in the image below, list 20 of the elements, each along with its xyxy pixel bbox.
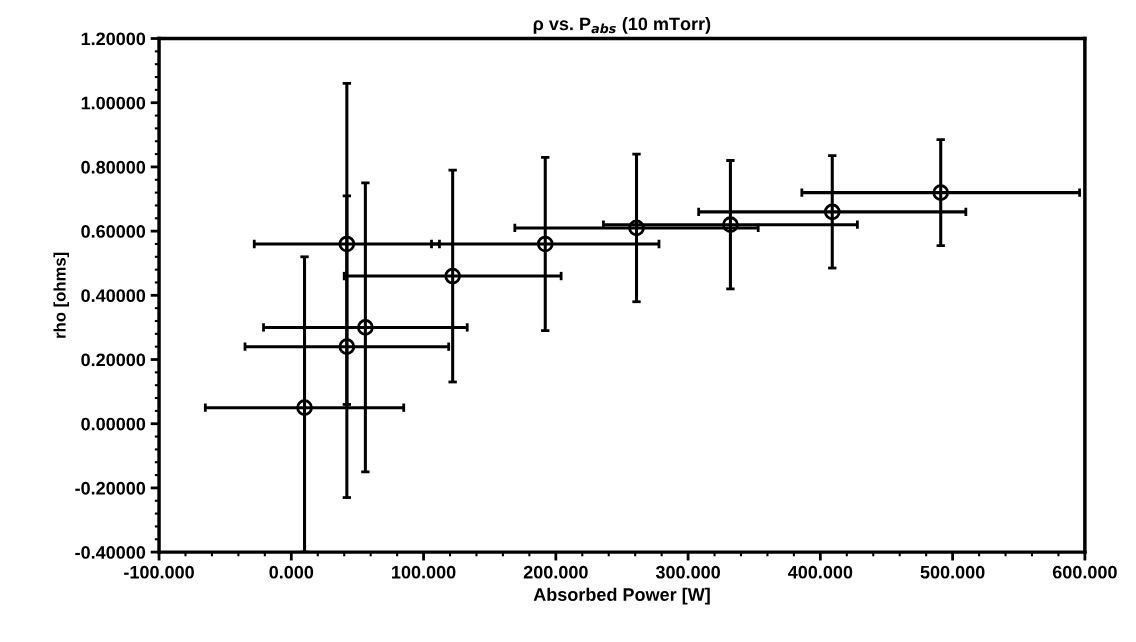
x-tick-label: 100.000 xyxy=(392,565,456,579)
x-tick-label: -100.000 xyxy=(124,565,194,579)
x-tick-label: 600.000 xyxy=(1052,565,1117,579)
x-tick-label: 300.000 xyxy=(655,565,720,579)
y-tick-label: 1.00000 xyxy=(81,96,146,110)
x-axis-title: Absorbed Power [W] xyxy=(533,587,710,605)
y-tick-label: 0.40000 xyxy=(81,289,146,303)
y-tick-label: 0.20000 xyxy=(81,353,146,367)
x-tick-label: 500.000 xyxy=(920,565,985,579)
x-tick-label: 400.000 xyxy=(788,565,853,579)
chart-title: ρ vs. P$_{abs}$ (10 mTorr) xyxy=(533,17,711,34)
y-tick-label: -0.40000 xyxy=(75,546,146,559)
y-tick-label: 0.60000 xyxy=(81,225,146,238)
y-tick-label: 1.20000 xyxy=(81,32,146,46)
y-axis-title: rho [ohms] xyxy=(53,252,70,338)
y-tick-label: 0.80000 xyxy=(81,160,146,174)
y-tick-label: -0.20000 xyxy=(75,481,146,495)
y-tick-label: 0.00000 xyxy=(81,417,146,431)
x-tick-label: 0.000 xyxy=(269,565,314,579)
x-tick-label: 200.000 xyxy=(523,565,588,579)
